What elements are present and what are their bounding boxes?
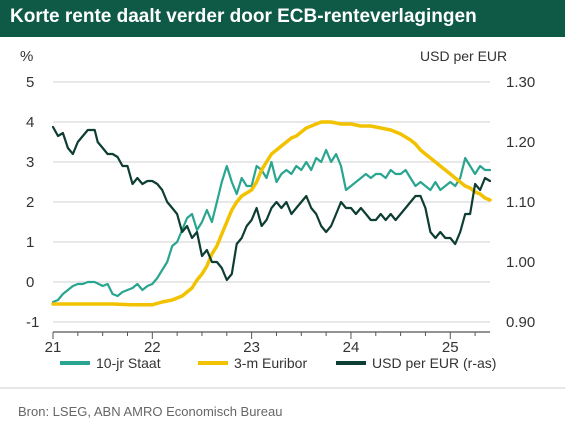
gridlines (53, 81, 490, 323)
series-line-0 (51, 148, 492, 304)
y-right-axis-label: USD per EUR (420, 48, 507, 64)
y-right-tick-label: 1.00 (506, 254, 535, 271)
y-left-axis-label: % (20, 48, 33, 65)
x-tick-label: 23 (243, 339, 260, 356)
y-left-tick-label: -1 (26, 314, 39, 331)
y-left-tick-label: 0 (26, 274, 34, 291)
y-left-tick-label: 4 (26, 114, 34, 131)
y-right-tick-label: 1.20 (506, 134, 535, 151)
legend-label: 10-jr Staat (96, 355, 161, 371)
y-left-tick-label: 2 (26, 194, 34, 211)
x-tick-label: 22 (144, 339, 161, 356)
series-line-2 (51, 125, 492, 282)
series-lines (51, 120, 492, 307)
y-left-tick-label: 5 (26, 74, 34, 91)
x-tick-label: 21 (45, 339, 62, 356)
x-tick-label: 24 (343, 339, 360, 356)
x-tick-label: 25 (442, 339, 459, 356)
series-line-1 (51, 120, 492, 307)
y-right-tick-label: 0.90 (506, 314, 535, 331)
y-right-tick-label: 1.30 (506, 74, 535, 91)
legend: 10-jr Staat 3-m Euribor USD per EUR (r-as) (0, 355, 565, 389)
legend-label: 3-m Euribor (234, 355, 307, 371)
chart-title: Korte rente daalt verder door ECB-rentev… (10, 6, 477, 27)
legend-label: USD per EUR (r-as) (372, 355, 496, 371)
source-note: Bron: LSEG, ABN AMRO Economisch Bureau (18, 404, 283, 419)
y-right-tick-label: 1.10 (506, 194, 535, 211)
title-bar: Korte rente daalt verder door ECB-rentev… (0, 0, 565, 37)
y-left-tick-label: 1 (26, 234, 34, 251)
y-left-tick-label: 3 (26, 154, 34, 171)
